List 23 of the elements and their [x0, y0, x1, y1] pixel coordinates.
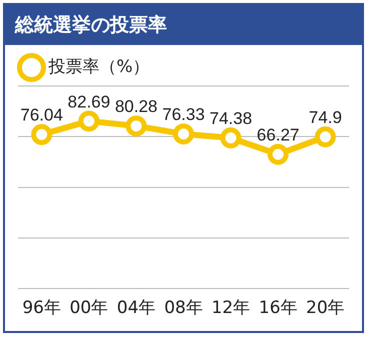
point [31, 124, 52, 146]
chart-title: 総統選挙の投票率 [5, 5, 362, 45]
point [220, 127, 242, 148]
point [268, 144, 289, 165]
x-tick-label: 00年 [70, 298, 108, 318]
x-tick-label: 20年 [306, 298, 345, 318]
point [78, 110, 100, 132]
data-label: 74.9 [308, 108, 342, 128]
point [314, 126, 336, 148]
data-label: 66.27 [256, 126, 300, 145]
data-label: 76.04 [20, 106, 63, 125]
x-tick-label: 16年 [258, 298, 298, 318]
data-label: 76.33 [162, 105, 205, 124]
point [173, 123, 194, 144]
data-label: 80.28 [114, 97, 158, 116]
legend-label: 投票率（%） [48, 56, 150, 77]
x-tick-label: 96年 [22, 298, 61, 318]
data-label: 82.69 [68, 92, 110, 112]
data-label: 74.38 [210, 109, 252, 128]
x-tick-label: 08年 [164, 298, 203, 318]
point [126, 115, 147, 136]
x-tick-label: 12年 [211, 298, 250, 318]
x-tick-label: 04年 [116, 298, 156, 318]
